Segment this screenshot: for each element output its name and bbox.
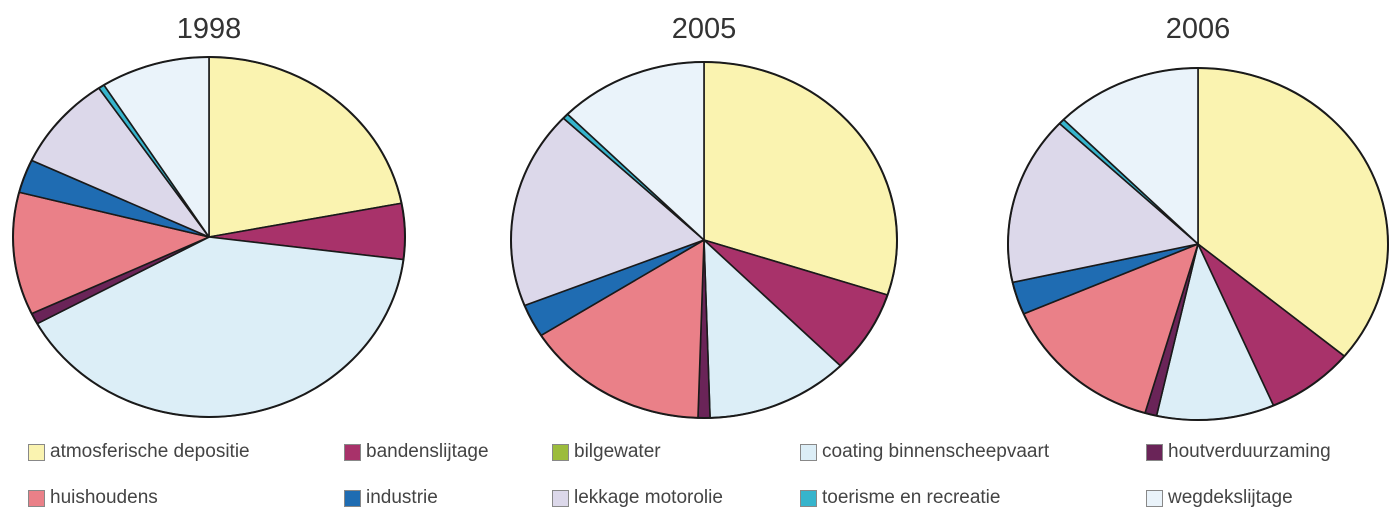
pie-title: 2006 [1166, 13, 1231, 45]
legend-label: huishoudens [50, 487, 158, 508]
pie-chart-2005: 2005 [510, 13, 898, 419]
pie-chart-2006: 2006 [1007, 13, 1389, 421]
legend: atmosferische depositie bandenslijtage bil… [0, 440, 1389, 518]
legend-swatch [800, 489, 817, 507]
legend-item-coating-binnenscheepvaart: coating binnenscheepvaart [800, 441, 1049, 463]
legend-label: bilgewater [574, 441, 661, 462]
pie-title: 2005 [672, 13, 737, 45]
legend-label: toerisme en recreatie [822, 487, 1001, 508]
pie-outline [510, 61, 898, 419]
pie-title: 1998 [177, 13, 242, 45]
legend-swatch [1146, 489, 1163, 507]
pie-chart-1998: 1998 [12, 13, 406, 418]
legend-swatch [344, 489, 361, 507]
pie-outline [12, 56, 406, 418]
legend-label: wegdekslijtage [1168, 487, 1293, 508]
legend-swatch [28, 489, 45, 507]
legend-label: bandenslijtage [366, 441, 489, 462]
legend-swatch [344, 443, 361, 461]
legend-label: atmosferische depositie [50, 441, 250, 462]
legend-swatch [28, 443, 45, 461]
legend-item-houtverduurzaming: houtverduurzaming [1146, 441, 1331, 463]
legend-item-huishoudens: huishoudens [28, 487, 158, 509]
legend-swatch [800, 443, 817, 461]
legend-label: houtverduurzaming [1168, 441, 1331, 462]
legend-item-toerisme-en-recreatie: toerisme en recreatie [800, 487, 1000, 509]
legend-label: industrie [366, 487, 438, 508]
legend-swatch [1146, 443, 1163, 461]
legend-swatch [552, 489, 569, 507]
legend-swatch [552, 443, 569, 461]
legend-item-wegdekslijtage: wegdekslijtage [1146, 487, 1293, 509]
legend-item-industrie: industrie [344, 487, 438, 509]
legend-label: lekkage motorolie [574, 487, 723, 508]
legend-item-bilgewater: bilgewater [552, 441, 661, 463]
legend-item-lekkage-motorolie: lekkage motorolie [552, 487, 723, 509]
legend-item-atmosferische-depositie: atmosferische depositie [28, 441, 250, 463]
pie-charts: 1998 2005 2006 [12, 13, 1389, 421]
legend-label: coating binnenscheepvaart [822, 441, 1050, 462]
pie-outline [1007, 67, 1389, 421]
legend-item-bandenslijtage: bandenslijtage [344, 441, 489, 463]
